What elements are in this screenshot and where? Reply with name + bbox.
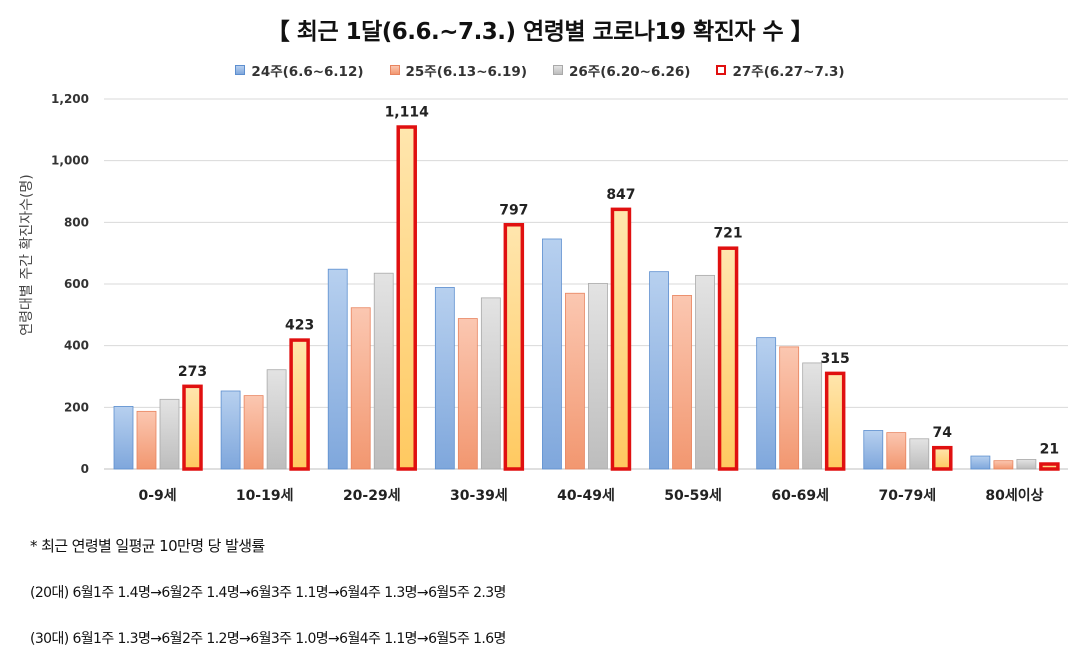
bar-27주-20-29세: [396, 125, 417, 471]
legend-label-27: 27주(6.27~7.3): [732, 64, 845, 80]
data-label-40-49세: 847: [606, 187, 635, 203]
y-tick-label: 200: [64, 400, 89, 414]
legend-swatch-24: [235, 65, 246, 75]
bar-26주-40-49세: [588, 282, 608, 470]
bar-26주-60-69세: [802, 362, 823, 470]
bar-27주-80세이상: [1039, 462, 1060, 471]
bar-26주-30-39세: [480, 297, 501, 470]
note-line-3: (30대) 6월1주 1.3명→6월2주 1.2명→6월3주 1.0명→6월4주…: [30, 631, 506, 647]
bar-25주-30-39세: [457, 318, 478, 470]
bar-24주-20-29세: [327, 268, 348, 470]
bar-25주-50-59세: [672, 295, 692, 470]
bar-25주-40-49세: [565, 292, 585, 470]
data-label-50-59세: 721: [713, 226, 742, 242]
x-tick-label: 70-79세: [879, 488, 937, 504]
bar-24주-0-9세: [113, 406, 134, 470]
y-tick-label: 800: [64, 215, 89, 229]
x-tick-label: 40-49세: [557, 488, 615, 504]
bar-26주-10-19세: [266, 369, 287, 470]
legend-item-24: 24주(6.6~6.12): [235, 60, 364, 80]
bar-26주-70-79세: [909, 438, 930, 470]
x-tick-label: 80세이상: [985, 487, 1043, 504]
data-label-0-9세: 273: [178, 364, 207, 380]
bar-24주-50-59세: [649, 271, 669, 470]
y-axis-label: 연령대별 주간 확진자수(명): [19, 174, 35, 336]
bar-26주-20-29세: [373, 272, 394, 470]
y-tick-label: 1,200: [51, 92, 89, 106]
data-label-70-79세: 74: [933, 425, 953, 441]
bar-25주-10-19세: [243, 395, 264, 470]
legend-swatch-27: [716, 65, 727, 75]
x-tick-label: 30-39세: [450, 488, 508, 504]
bar-25주-80세이상: [993, 460, 1014, 470]
plot-area: 연령대별 주간 확진자수(명) 0 200 400 600 800 1,000 1,200 2…: [19, 92, 1068, 504]
legend-item-25: 25주(6.13~6.19): [389, 60, 527, 80]
legend-item-26: 26주(6.20~6.26): [553, 60, 690, 80]
bar-25주-20-29세: [350, 307, 371, 470]
x-tick-label: 10-19세: [236, 488, 294, 504]
x-tick-label: 50-59세: [664, 488, 722, 504]
bar-27주-0-9세: [182, 384, 203, 471]
bar-27주-10-19세: [289, 338, 310, 471]
data-label-80세이상: 21: [1040, 442, 1059, 458]
bar-26주-80세이상: [1016, 459, 1037, 470]
y-tick-label: 0: [81, 462, 89, 476]
x-tick-label: 0-9세: [138, 488, 176, 504]
note-line-1: * 최근 연령별 일평균 10만명 당 발생률: [30, 537, 265, 555]
bar-25주-60-69세: [779, 346, 800, 470]
legend-label-25: 25주(6.13~6.19): [405, 64, 527, 80]
legend-swatch-26: [553, 65, 563, 75]
chart-legend: 24주(6.6~6.12) 25주(6.13~6.19) 26주(6.20~6.…: [0, 60, 1080, 80]
bar-24주-60-69세: [756, 337, 777, 470]
bar-25주-0-9세: [136, 410, 157, 470]
data-label-30-39세: 797: [499, 202, 528, 218]
bar-27주-50-59세: [717, 246, 739, 471]
legend-label-26: 26주(6.20~6.26): [569, 64, 691, 80]
bar-24주-70-79세: [863, 430, 884, 470]
bar-27주-40-49세: [610, 207, 632, 471]
bar-24주-10-19세: [220, 390, 241, 470]
note-line-2: (20대) 6월1주 1.4명→6월2주 1.4명→6월3주 1.1명→6월4주…: [30, 585, 506, 601]
bar-25주-70-79세: [886, 432, 907, 470]
y-tick-label: 400: [64, 339, 89, 353]
y-tick-label: 600: [64, 277, 89, 291]
bar-26주-50-59세: [695, 274, 715, 470]
chart-title: 【 최근 1달(6.6.~7.3.) 연령별 코로나19 확진자 수 】: [266, 19, 814, 45]
x-tick-label: 20-29세: [343, 488, 401, 504]
bar-27주-60-69세: [824, 371, 846, 471]
y-tick-label: 1,000: [51, 154, 89, 168]
data-label-10-19세: 423: [285, 318, 314, 334]
bar-27주-30-39세: [503, 223, 525, 471]
data-label-20-29세: 1,114: [385, 105, 430, 121]
bar-26주-0-9세: [159, 398, 180, 470]
legend-item-27: 27주(6.27~7.3): [716, 60, 845, 80]
bar-24주-30-39세: [434, 286, 455, 470]
bar-24주-80세이상: [970, 455, 991, 470]
bar-24주-40-49세: [542, 238, 562, 470]
x-tick-label: 60-69세: [771, 488, 829, 504]
legend-swatch-25: [389, 65, 400, 75]
bar-27주-70-79세: [932, 445, 953, 471]
data-label-60-69세: 315: [821, 351, 850, 367]
legend-label-24: 24주(6.6~6.12): [251, 64, 364, 80]
